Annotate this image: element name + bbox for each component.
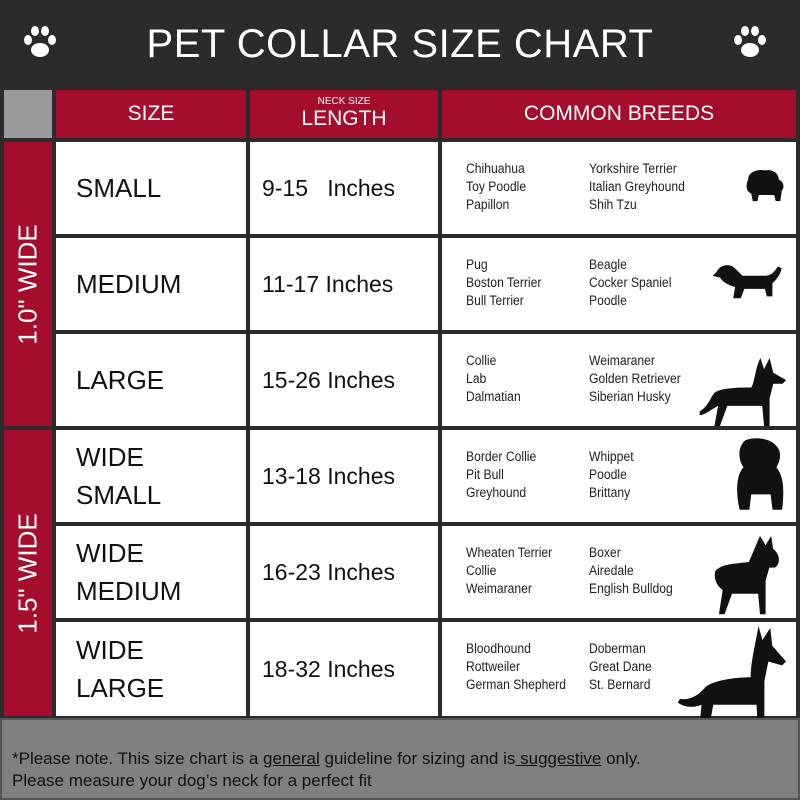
breeds-cell: Pug Boston Terrier Bull Terrier Beagle Cocke… (442, 238, 796, 330)
size-label: WIDE SMALL (76, 442, 162, 510)
breed-name: Yorkshire Terrier (589, 161, 677, 176)
pitbull-icon (704, 532, 788, 625)
length-value: 13-18 Inches (262, 462, 395, 489)
header-length-sub: NECK SIZE (317, 96, 371, 107)
breeds-cell: Collie Lab Dalmatian Weimaraner Golden Retri… (442, 334, 796, 427)
length-value: 9-15 Inches (262, 174, 395, 201)
breed-name: Rottweiler (466, 659, 521, 674)
page-title: PET COLLAR SIZE CHART (146, 21, 654, 66)
breeds-cell: Chihuahua Toy Poodle Papillon Yorkshire Ter… (442, 142, 796, 234)
breed-name: Italian Greyhound (589, 179, 685, 194)
breed-name: Siberian Husky (589, 389, 671, 404)
breed-name: Papillon (466, 197, 510, 212)
breed-name: Wheaten Terrier (466, 545, 553, 560)
breed-name: Dalmatian (466, 389, 521, 404)
group-1-0-wide: 1.0" WIDE (4, 142, 52, 426)
length-cell: 9-15 Inches (250, 142, 438, 234)
length-cell: 15-26 Inches (250, 334, 438, 426)
small-dog-icon (742, 163, 788, 212)
size-label: MEDIUM (76, 269, 182, 299)
breed-name: Toy Poodle (466, 179, 527, 194)
breed-name: Collie (466, 353, 497, 368)
shepherd-dog-icon (696, 355, 788, 436)
breed-name: Poodle (589, 467, 627, 482)
group-label: 1.0" WIDE (12, 223, 43, 345)
breed-name: German Shepherd (466, 677, 566, 692)
breed-name: Weimaraner (466, 581, 532, 596)
header-breeds: COMMON BREEDS (442, 90, 796, 138)
bulldog-icon (730, 436, 788, 519)
breed-name: Golden Retriever (589, 371, 681, 386)
breed-name: Great Dane (589, 659, 652, 674)
breed-name: Poodle (589, 293, 627, 308)
breed-name: Boxer (589, 545, 621, 560)
header-breeds-label: COMMON BREEDS (523, 102, 715, 125)
breed-name: Shih Tzu (589, 197, 637, 212)
group-label: 1.5" WIDE (12, 512, 43, 634)
length-value: 11-17 Inches (262, 270, 394, 297)
paw-icon (734, 26, 766, 57)
breed-name: Brittany (589, 485, 631, 500)
breed-name: Bloodhound (466, 641, 531, 656)
breed-name: Cocker Spaniel (589, 275, 672, 290)
breeds-cell: Bloodhound Rottweiler German Shepherd Dober… (442, 622, 796, 749)
paw-icon (24, 26, 56, 57)
breed-name: Weimaraner (589, 353, 655, 368)
breed-name: Beagle (589, 257, 627, 272)
size-label: SMALL (76, 173, 162, 203)
breed-name: Lab (466, 371, 487, 386)
size-cell: LARGE (56, 334, 246, 426)
corner-cell (4, 90, 52, 138)
breed-name: St. Bernard (589, 677, 651, 692)
length-cell: 13-18 Inches (250, 430, 438, 522)
header-length: NECK SIZE LENGTH (250, 90, 438, 138)
breed-name: English Bulldog (589, 581, 673, 596)
size-cell: WIDE MEDIUM (56, 526, 246, 618)
breed-name: Doberman (589, 641, 646, 656)
note-general: general (263, 749, 320, 768)
breed-name: Airedale (589, 563, 634, 578)
note-line2: Please measure your dog’s neck for a per… (12, 771, 372, 790)
size-cell: WIDE LARGE (56, 622, 246, 716)
size-cell: WIDE SMALL (56, 430, 246, 522)
note-suggestive: suggestive (515, 749, 602, 768)
breed-name: Boston Terrier (466, 275, 542, 290)
length-value: 15-26 Inches (262, 366, 395, 393)
size-label: WIDE LARGE (76, 635, 165, 703)
breeds-cell: Border Collie Pit Bull Greyhound Whippet Poo… (442, 430, 796, 522)
breed-name: Pit Bull (466, 467, 504, 482)
dachshund-icon (712, 259, 788, 320)
length-value: 16-23 Inches (262, 558, 395, 585)
size-cell: SMALL (56, 142, 246, 234)
breed-name: Whippet (589, 449, 634, 464)
breed-name: Greyhound (466, 485, 527, 500)
doberman-icon (670, 626, 788, 759)
size-label: LARGE (76, 365, 165, 395)
size-label: WIDE MEDIUM (76, 538, 182, 606)
note-text: guideline for sizing and is (319, 749, 516, 768)
breed-name: Border Collie (466, 449, 537, 464)
header-size-label: SIZE (127, 102, 175, 125)
length-cell: 16-23 Inches (250, 526, 438, 618)
header-size: SIZE (56, 90, 246, 138)
note-text: only. (601, 749, 641, 768)
length-value: 18-32 Inches (262, 655, 395, 682)
footer-note: *Please note. This size chart is a gener… (0, 718, 800, 800)
length-cell: 18-32 Inches (250, 622, 438, 716)
breed-name: Collie (466, 563, 497, 578)
length-cell: 11-17 Inches (250, 238, 438, 330)
group-1-5-wide: 1.5" WIDE (4, 430, 52, 716)
breed-name: Bull Terrier (466, 293, 524, 308)
breeds-cell: Wheaten Terrier Collie Weimaraner Boxer Aire… (442, 526, 796, 618)
breed-name: Chihuahua (466, 161, 525, 176)
header-length-label: LENGTH (301, 107, 387, 130)
breed-name: Pug (466, 257, 488, 272)
note-text: *Please note. This size chart is a (12, 749, 264, 768)
size-cell: MEDIUM (56, 238, 246, 330)
